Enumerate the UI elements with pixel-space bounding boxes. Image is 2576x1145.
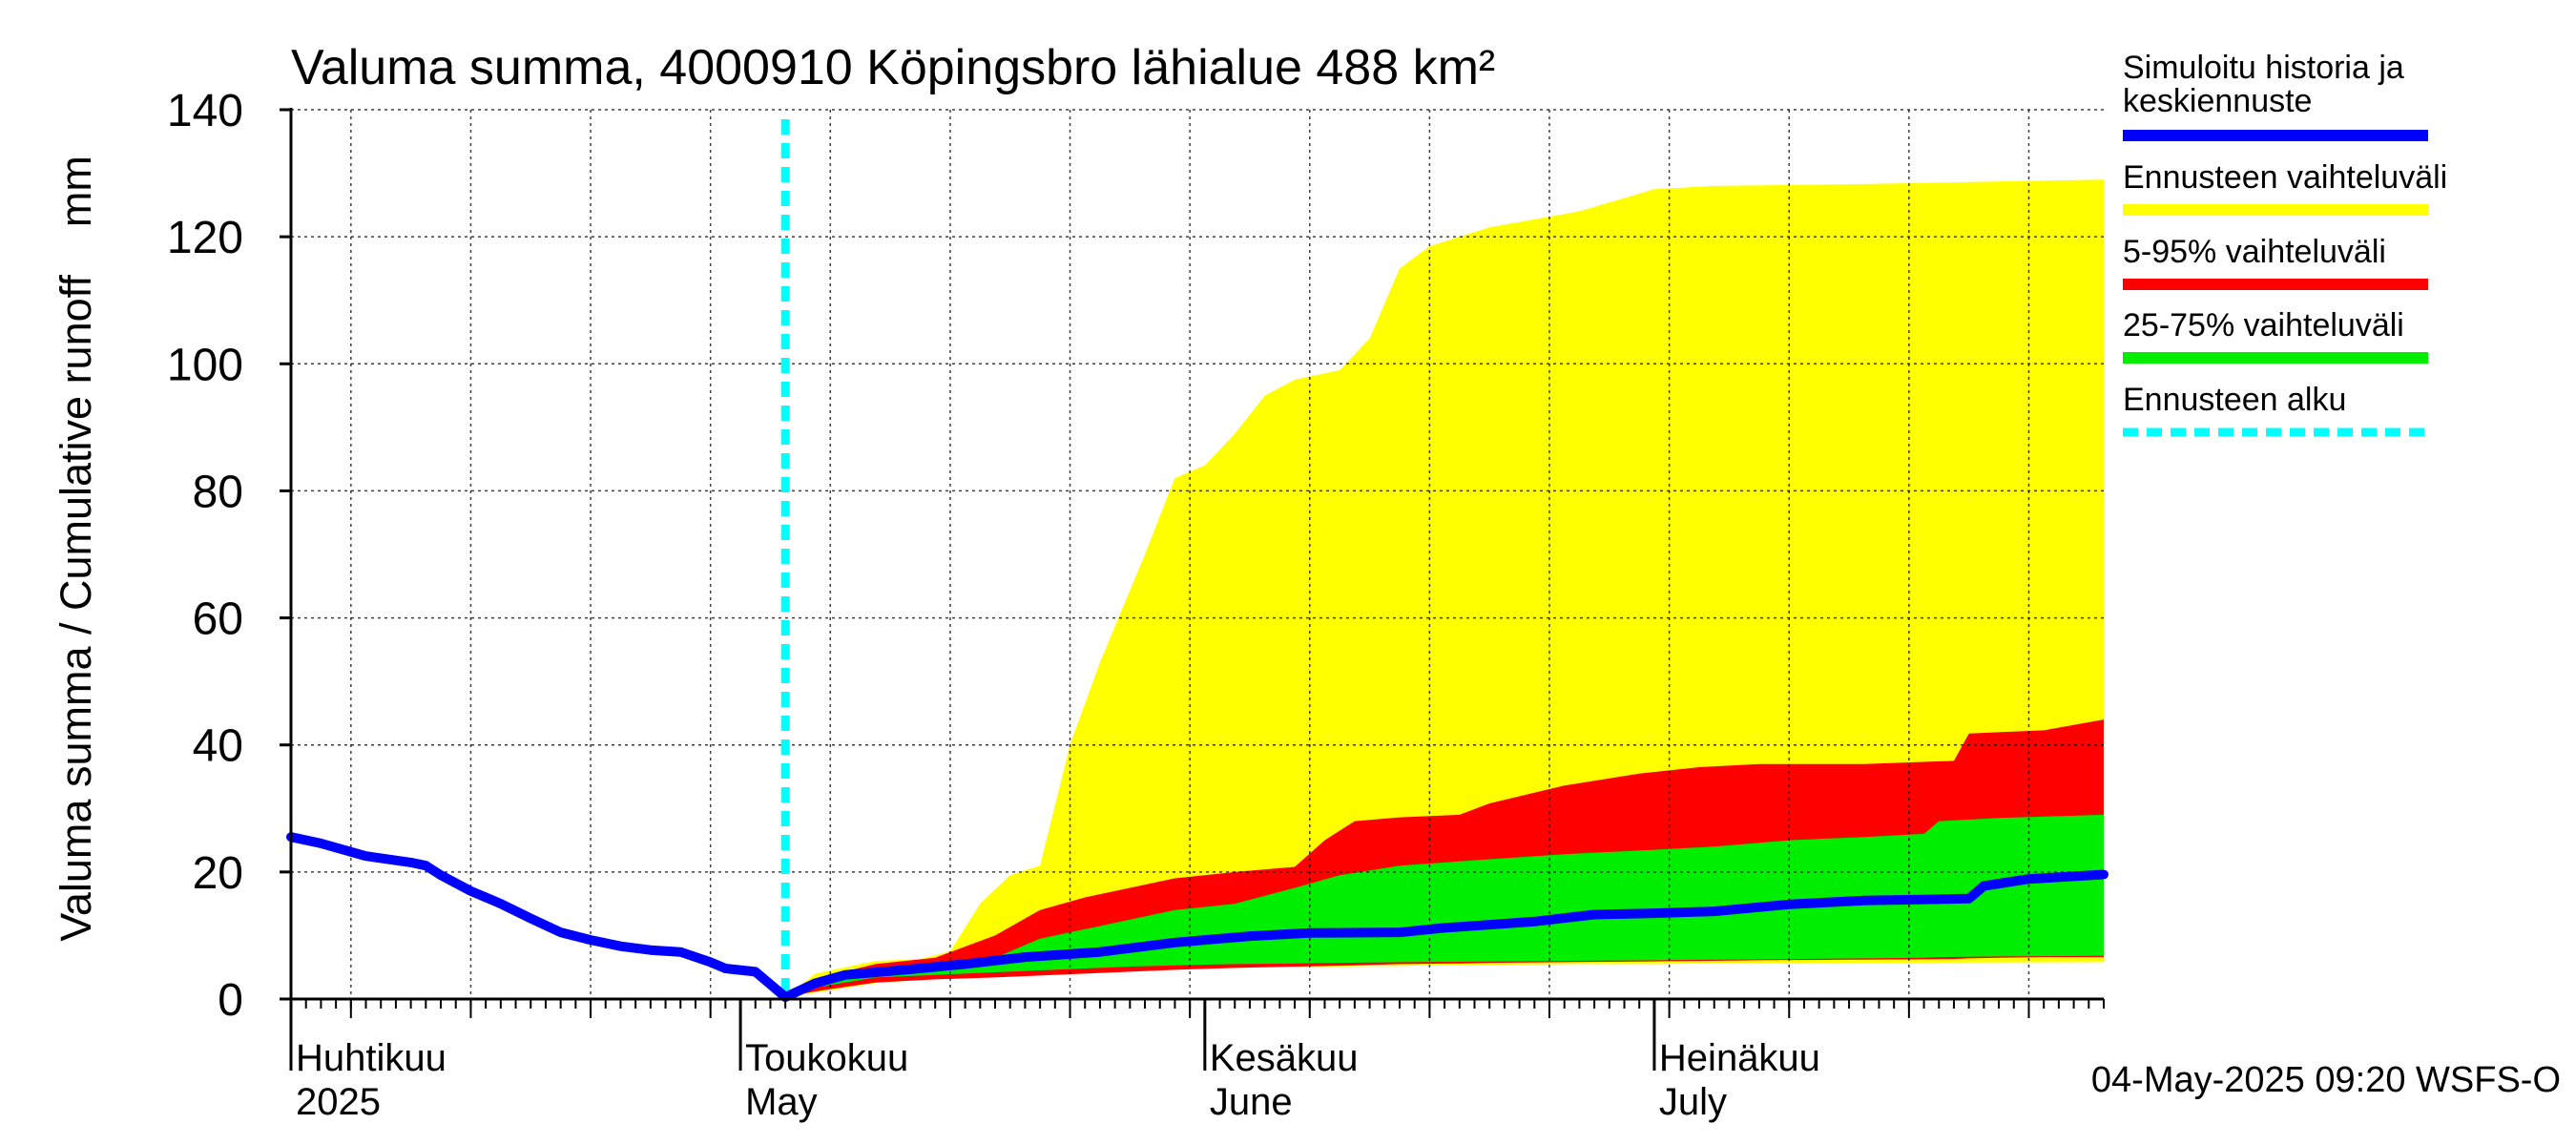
y-tick-label: 40 [193, 721, 243, 772]
y-tick-label: 140 [167, 86, 243, 136]
x-month-label: Kesäkuu [1210, 1037, 1359, 1079]
legend-label: Ennusteen alku [2123, 382, 2346, 418]
x-month-sublabel: 2025 [296, 1081, 381, 1123]
y-tick-label: 80 [193, 467, 243, 517]
range-bands [785, 179, 2105, 997]
legend-label: 5-95% vaihteluväli [2123, 234, 2386, 270]
legend-label: 25-75% vaihteluväli [2123, 307, 2404, 344]
chart-title: Valuma summa, 4000910 Köpingsbro lähialu… [291, 40, 1495, 95]
y-axis-label: Valuma summa / Cumulative runoff mm [52, 156, 100, 942]
grid-lines [291, 109, 2104, 999]
y-tick-label: 100 [167, 340, 243, 390]
history-line [286, 832, 791, 1002]
footer-timestamp: 04-May-2025 09:20 WSFS-O [2091, 1060, 2561, 1100]
y-tick-label: 20 [193, 848, 243, 899]
median-forecast-line [780, 869, 2109, 1002]
x-month-label: Toukokuu [745, 1037, 908, 1079]
y-tick-label: 60 [193, 594, 243, 645]
axes [289, 108, 2104, 1001]
legend-label: Ennusteen vaihteluväli [2123, 159, 2447, 196]
legend-label: keskiennuste [2123, 83, 2312, 119]
series-lines [286, 119, 2109, 1002]
x-month-sublabel: May [745, 1081, 818, 1123]
x-month-sublabel: June [1210, 1081, 1293, 1123]
x-month-label: Huhtikuu [296, 1037, 447, 1079]
x-month-sublabel: July [1659, 1081, 1727, 1123]
y-tick-label: 0 [218, 975, 243, 1026]
x-month-label: Heinäkuu [1659, 1037, 1820, 1079]
legend-label: Simuloitu historia ja [2123, 50, 2404, 86]
y-tick-label: 120 [167, 213, 243, 263]
